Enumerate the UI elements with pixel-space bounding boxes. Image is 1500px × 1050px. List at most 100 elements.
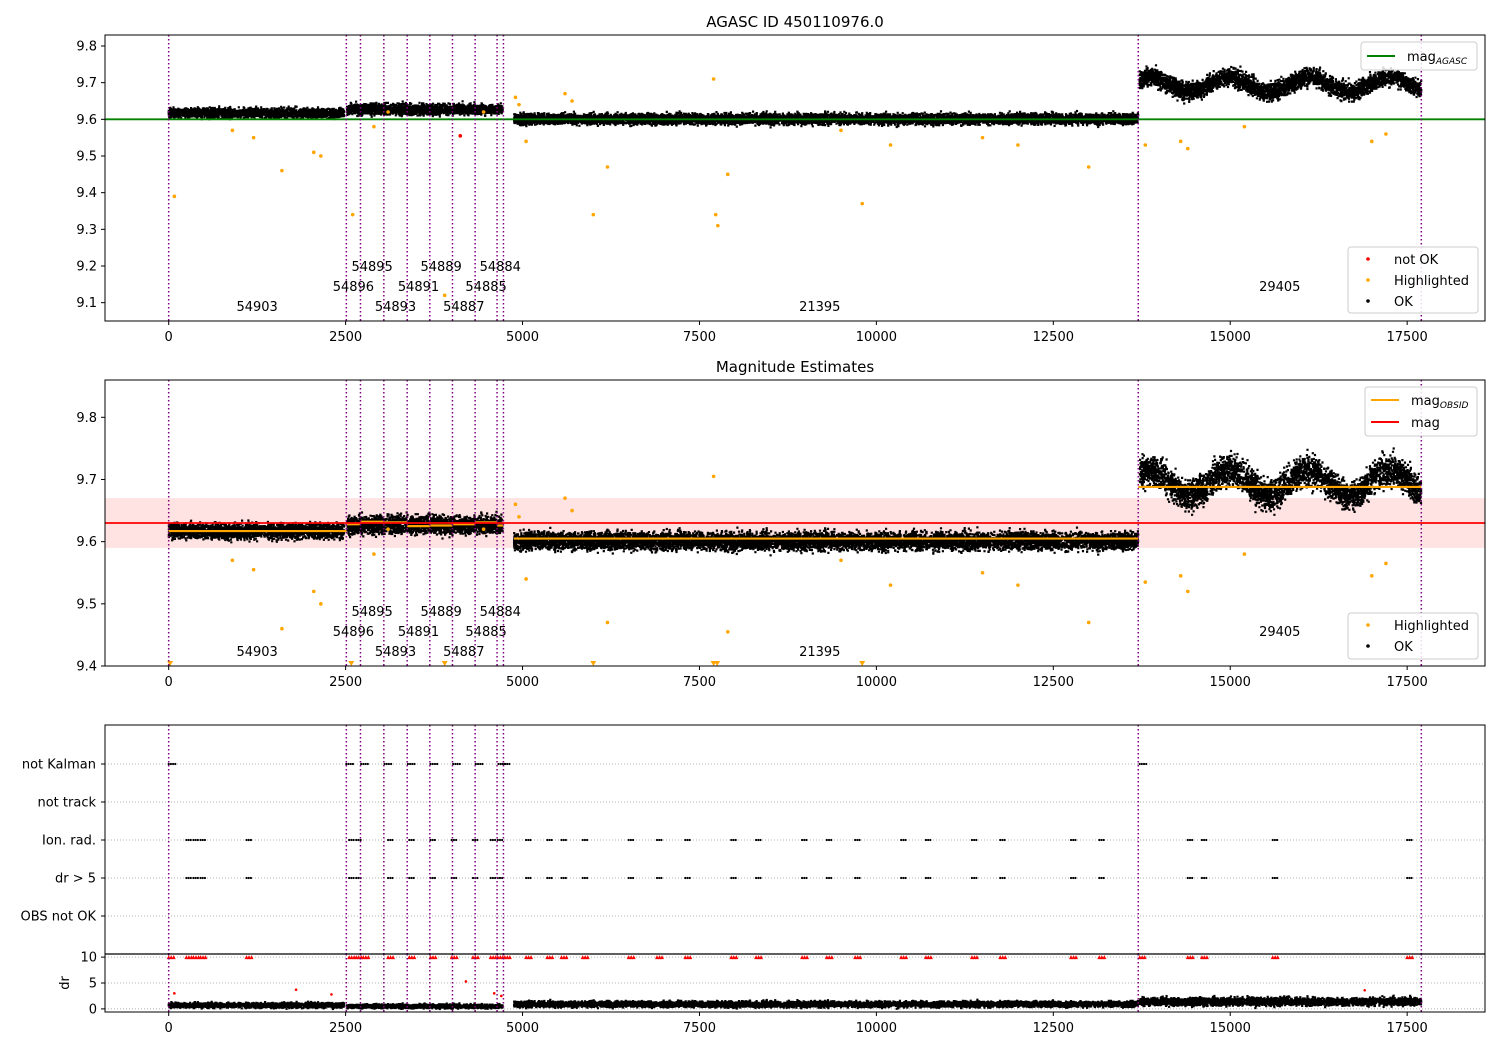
flag-point bbox=[550, 876, 553, 880]
panel-flags: not Kalman not track Ion. rad. dr > 5 OBS no… bbox=[21, 724, 1486, 955]
flag-point bbox=[1275, 876, 1279, 880]
highlighted-point bbox=[980, 135, 985, 140]
flag-point bbox=[904, 876, 907, 880]
flag-point bbox=[924, 838, 928, 842]
x-tick-label: 15000 bbox=[1210, 1021, 1251, 1036]
flag-point bbox=[169, 762, 172, 766]
legend-label: Highlighted bbox=[1394, 619, 1469, 634]
flag-point bbox=[471, 838, 475, 842]
highlighted-point bbox=[1016, 143, 1020, 147]
flag-point bbox=[830, 876, 833, 880]
highlighted-point bbox=[481, 110, 486, 114]
flag-point bbox=[474, 838, 477, 842]
flag-point bbox=[1072, 838, 1075, 842]
flag-point bbox=[489, 838, 492, 842]
flag-point bbox=[1003, 838, 1006, 842]
x-tick-label: 12500 bbox=[1033, 675, 1074, 690]
flag-point bbox=[585, 838, 589, 842]
panel-magnitude: Magnitude Estimates549035489654895548935… bbox=[76, 358, 1486, 690]
flag-point bbox=[585, 876, 589, 880]
dr-clipped-marker bbox=[1204, 955, 1209, 960]
flag-point bbox=[350, 838, 353, 842]
flag-point bbox=[493, 876, 497, 880]
obsid-label: 54891 bbox=[398, 280, 439, 295]
obsid-label: 54895 bbox=[351, 605, 392, 620]
highlighted-point bbox=[311, 589, 316, 594]
flag-category-label: OBS not OK bbox=[21, 910, 97, 925]
flag-point bbox=[431, 762, 434, 766]
flag-point bbox=[546, 838, 549, 842]
flag-point bbox=[471, 876, 475, 880]
x-tick-label: 0 bbox=[165, 675, 173, 690]
highlighted-point bbox=[319, 602, 323, 606]
flag-point bbox=[385, 762, 388, 766]
x-tick-label: 10000 bbox=[856, 330, 897, 345]
flag-point bbox=[192, 838, 195, 842]
highlighted-point bbox=[319, 154, 323, 158]
dr-clipped-marker bbox=[829, 955, 834, 960]
y-tick-label: 5 bbox=[89, 977, 97, 992]
x-tick-label: 5000 bbox=[506, 1021, 539, 1036]
highlighted-point bbox=[1242, 124, 1247, 129]
highlighted-point bbox=[711, 77, 716, 81]
highlighted-point bbox=[1086, 165, 1091, 169]
obsid-label: 29405 bbox=[1259, 280, 1300, 295]
highlighted-point bbox=[711, 474, 716, 479]
plot-frame bbox=[104, 379, 1486, 667]
flag-point bbox=[583, 838, 586, 842]
flag-point bbox=[185, 838, 188, 842]
flag-point bbox=[902, 876, 905, 880]
dr-clipped-marker bbox=[366, 955, 371, 960]
flag-point bbox=[247, 838, 250, 842]
flag-point bbox=[524, 876, 528, 880]
panel-agasc: AGASC ID 450110976.0 54903 54896 54895 54893… bbox=[76, 13, 1486, 345]
plot-area bbox=[105, 954, 1485, 1012]
legend-label: magAGASC bbox=[1407, 50, 1468, 67]
flag-point bbox=[730, 876, 733, 880]
flag-point bbox=[970, 838, 974, 842]
flag-point bbox=[431, 876, 434, 880]
highlighted-point bbox=[1384, 561, 1388, 566]
x-tick-label: 0 bbox=[165, 1021, 173, 1036]
flag-point bbox=[196, 876, 199, 880]
legend-dot-swatch bbox=[1366, 644, 1370, 648]
flag-point bbox=[501, 762, 504, 766]
flag-point bbox=[366, 762, 369, 766]
flag-point bbox=[1406, 876, 1409, 880]
flag-point bbox=[583, 876, 586, 880]
x-tick-label: 2500 bbox=[329, 330, 362, 345]
flag-point bbox=[927, 838, 930, 842]
flag-point bbox=[658, 838, 661, 842]
flag-point bbox=[196, 838, 199, 842]
x-tick-label: 12500 bbox=[1033, 1021, 1074, 1036]
flag-point bbox=[493, 838, 497, 842]
dr-mid-point bbox=[294, 988, 298, 992]
highlighted-point bbox=[386, 527, 390, 532]
obsid-label: 21395 bbox=[799, 300, 840, 315]
flag-point bbox=[412, 838, 415, 842]
y-axis-label: dr bbox=[58, 976, 73, 990]
flag-point bbox=[348, 876, 351, 880]
y-tick-label: 9.4 bbox=[76, 186, 97, 201]
flag-point bbox=[1098, 876, 1101, 880]
obsid-label: 54896 bbox=[333, 280, 374, 295]
flag-point bbox=[408, 762, 412, 766]
highlighted-point bbox=[524, 139, 528, 144]
flag-point bbox=[389, 876, 392, 880]
dr-mid-point bbox=[330, 993, 333, 996]
flag-point bbox=[249, 876, 253, 880]
dr-mid-point bbox=[500, 994, 503, 998]
flag-point bbox=[1100, 876, 1103, 880]
highlighted-point bbox=[1143, 143, 1148, 147]
flag-point bbox=[1200, 838, 1204, 842]
flag-point bbox=[349, 762, 352, 766]
obsid-label: 54893 bbox=[375, 645, 416, 660]
highlighted-point bbox=[513, 502, 518, 507]
highlighted-point bbox=[517, 102, 521, 107]
y-tick-label: 9.5 bbox=[76, 597, 97, 612]
flag-point bbox=[199, 838, 202, 842]
dr-clipped-marker bbox=[249, 955, 254, 960]
flag-point bbox=[1003, 876, 1006, 880]
flag-point bbox=[412, 876, 415, 880]
